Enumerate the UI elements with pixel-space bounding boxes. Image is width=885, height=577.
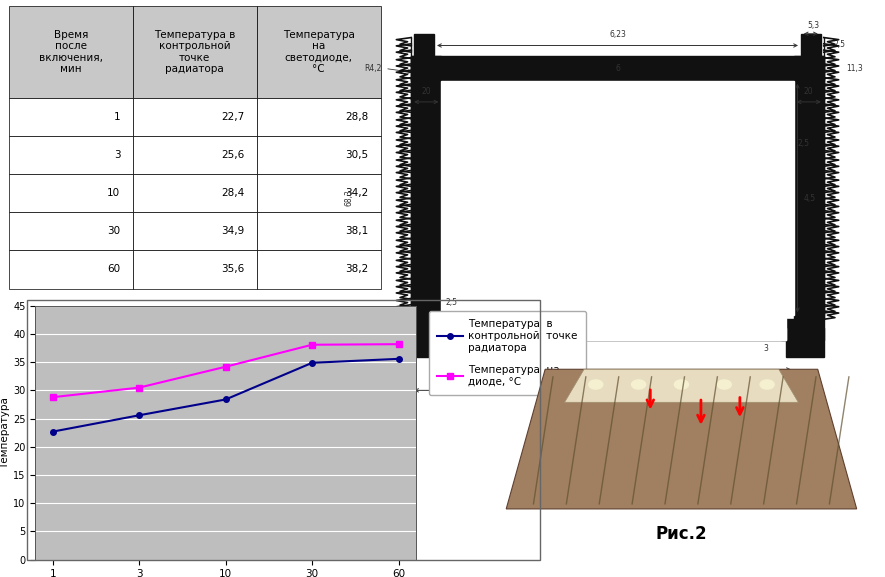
Температура  на
диоде, °C	[220, 364, 231, 370]
Температура  на
диоде, °C	[48, 394, 58, 400]
Text: 6,23: 6,23	[609, 30, 626, 39]
Text: R1,8: R1,8	[364, 323, 381, 332]
Bar	[442, 319, 454, 340]
Температура  на
диоде, °C	[393, 340, 404, 347]
Bar	[412, 56, 442, 328]
Circle shape	[674, 380, 689, 389]
Text: 2,5: 2,5	[833, 40, 845, 50]
Bar	[801, 34, 820, 56]
Bar	[794, 56, 824, 328]
Text: 20: 20	[804, 87, 813, 96]
Text: 121,7: 121,7	[607, 392, 628, 401]
Bar	[449, 311, 786, 340]
Line: Температура  на
диоде, °C: Температура на диоде, °C	[50, 342, 402, 400]
Text: 2,5: 2,5	[445, 298, 457, 307]
Bar	[412, 328, 824, 340]
Text: 11,3: 11,3	[846, 64, 863, 73]
Text: 3: 3	[764, 344, 769, 353]
Text: 12: 12	[459, 351, 468, 357]
Bar	[412, 340, 449, 357]
Text: R4,2: R4,2	[364, 64, 381, 73]
Text: Рис.2: Рис.2	[656, 525, 707, 544]
Bar	[414, 34, 435, 56]
Y-axis label: Температура: Температура	[0, 397, 11, 469]
Polygon shape	[506, 369, 857, 509]
Text: 6: 6	[615, 64, 620, 73]
Температура  в
контрольной  точке
радиатора	[134, 412, 144, 419]
Bar	[786, 340, 824, 357]
Circle shape	[717, 380, 731, 389]
Text: 110: 110	[611, 371, 625, 380]
Bar	[412, 328, 824, 340]
Text: Рис. 1: Рис. 1	[592, 398, 635, 411]
Circle shape	[632, 380, 646, 389]
Text: 68,3: 68,3	[345, 189, 354, 206]
Text: 20: 20	[421, 87, 431, 96]
Text: 4,5: 4,5	[804, 193, 815, 203]
Text: 5,3: 5,3	[808, 21, 820, 29]
Температура  в
контрольной  точке
радиатора	[307, 359, 318, 366]
Bar	[449, 328, 786, 340]
Legend: Температура  в
контрольной  точке
радиатора, Температура  на
диоде, °C: Температура в контрольной точке радиатор…	[428, 311, 586, 395]
Polygon shape	[565, 369, 798, 402]
Bar	[781, 319, 794, 340]
Температура  в
контрольной  точке
радиатора	[393, 355, 404, 362]
Температура  в
контрольной  точке
радиатора	[220, 396, 231, 403]
Circle shape	[760, 380, 774, 389]
Text: 2,5: 2,5	[797, 139, 810, 148]
Bar	[442, 81, 794, 315]
Circle shape	[589, 380, 603, 389]
Bar	[412, 56, 824, 81]
Температура  на
диоде, °C	[307, 341, 318, 348]
Line: Температура  в
контрольной  точке
радиатора: Температура в контрольной точке радиатор…	[50, 356, 402, 434]
Температура  в
контрольной  точке
радиатора	[48, 428, 58, 435]
Температура  на
диоде, °C	[134, 384, 144, 391]
